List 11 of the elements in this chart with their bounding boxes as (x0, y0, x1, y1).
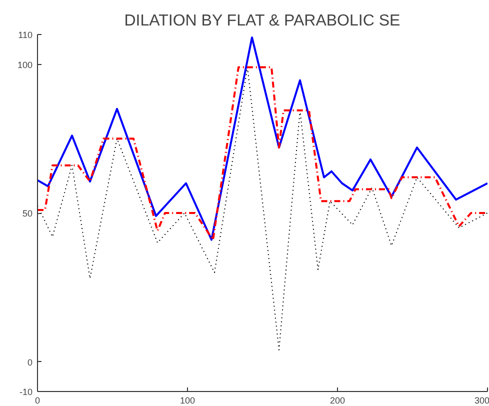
y-tick-label: -10 (19, 387, 33, 397)
y-tick-label: 110 (18, 30, 33, 40)
line-series (38, 66, 488, 350)
y-tick-label: 100 (17, 60, 33, 70)
y-tick-label: 0 (27, 357, 33, 368)
x-tick-label: 0 (34, 396, 40, 406)
x-tick-label: 200 (330, 396, 346, 406)
y-tick-label: 50 (22, 208, 33, 218)
x-tick-label: 300 (474, 396, 489, 406)
chart-title: DILATION BY FLAT & PARABOLIC SE (124, 12, 400, 30)
x-tick-label: 100 (180, 396, 196, 406)
